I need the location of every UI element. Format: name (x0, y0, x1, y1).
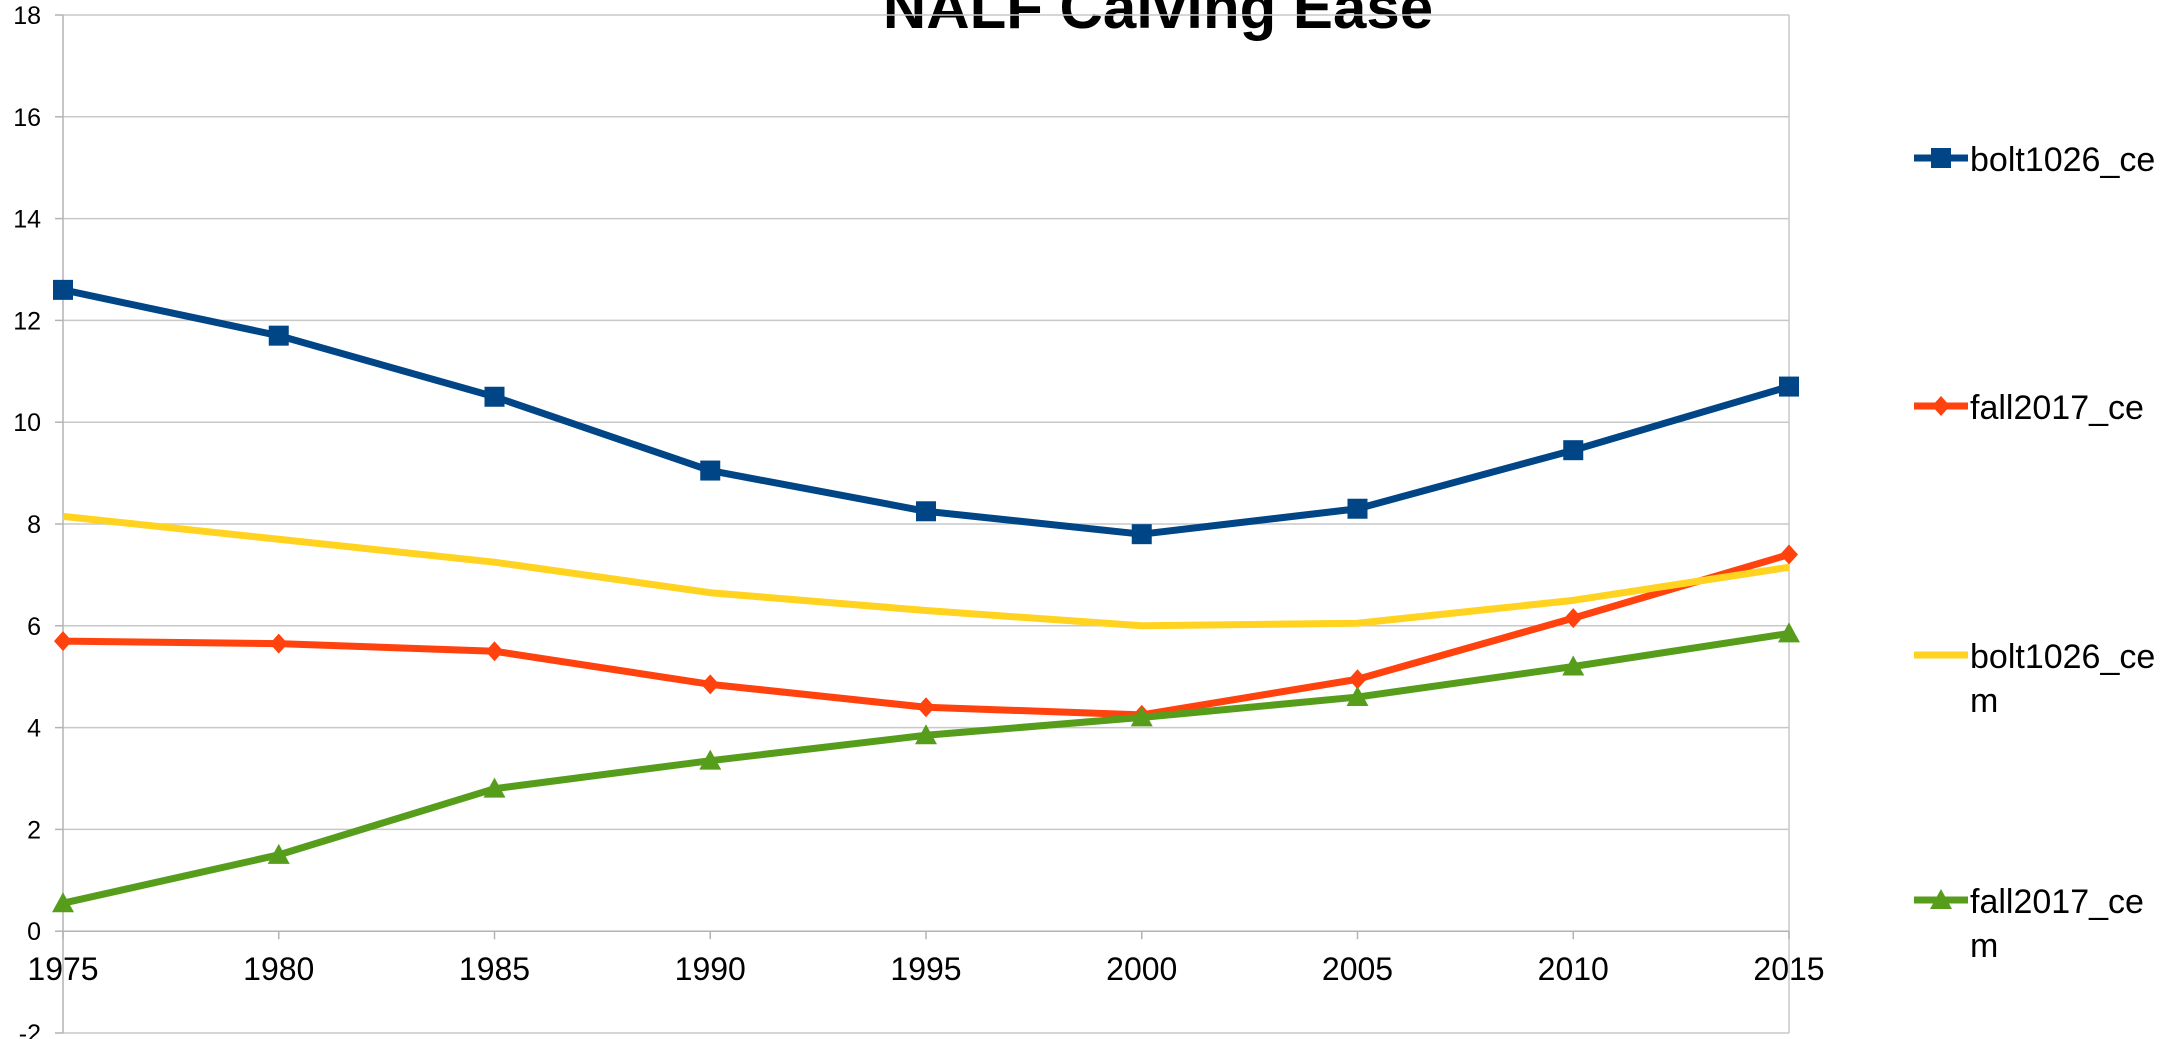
y-tick-label: 8 (27, 511, 41, 539)
x-tick-label: 1990 (675, 951, 746, 987)
x-tick-label: 2010 (1538, 951, 1609, 987)
legend-swatch (1914, 889, 1968, 909)
x-tick-label: 2000 (1106, 951, 1177, 987)
marker (53, 279, 73, 300)
x-tick-label: 2015 (1753, 951, 1824, 987)
y-tick-label: 16 (13, 104, 41, 132)
marker (700, 460, 721, 481)
y-tick-label: 4 (27, 715, 41, 743)
marker (1930, 889, 1952, 909)
legend-item: fall2017_ce (1910, 386, 2166, 430)
marker (916, 501, 936, 522)
y-tick-label: 6 (27, 613, 41, 641)
legend-label: bolt1026_ce (1970, 141, 2156, 179)
marker (484, 386, 505, 407)
y-tick-label: 18 (13, 2, 41, 30)
marker (917, 697, 935, 718)
marker (267, 843, 290, 864)
legend-label: bolt1026_cem (1970, 638, 2156, 720)
marker (485, 641, 504, 662)
marker (1130, 706, 1153, 727)
marker (1563, 440, 1584, 461)
marker (54, 631, 72, 652)
series-line (62, 551, 1790, 719)
marker (1779, 376, 1799, 397)
marker (52, 892, 74, 913)
marker (1562, 655, 1585, 676)
x-tick-label: 1980 (243, 951, 314, 987)
marker (1932, 396, 1950, 416)
marker (915, 724, 937, 745)
y-tick-label: 12 (13, 307, 41, 335)
marker (269, 633, 288, 654)
marker (1780, 544, 1798, 565)
x-tick-label: 1995 (890, 951, 961, 987)
marker (268, 325, 289, 346)
marker (1564, 608, 1583, 629)
y-tick-label: 2 (27, 816, 41, 844)
legend-item: fall2017_cem (1910, 880, 2166, 968)
series-line (62, 629, 1790, 907)
marker (483, 777, 506, 798)
marker (1346, 686, 1369, 707)
marker (1931, 148, 1951, 168)
legend-swatch (1914, 148, 1968, 168)
x-tick-label: 1985 (459, 951, 530, 987)
legend-item: bolt1026_ce (1910, 138, 2166, 182)
series-line (62, 512, 1790, 630)
marker (1347, 498, 1368, 519)
marker (699, 749, 722, 770)
marker (1778, 622, 1800, 643)
series-line (62, 286, 1790, 538)
y-tick-label: 14 (13, 206, 41, 234)
y-tick-label: -2 (19, 1020, 41, 1039)
marker (701, 674, 720, 695)
legend-swatch (1914, 651, 1968, 659)
y-tick-label: 0 (27, 918, 41, 946)
x-tick-label: 2005 (1322, 951, 1393, 987)
legend-label: fall2017_ce (1970, 389, 2144, 427)
x-tick-label: 1975 (27, 951, 98, 987)
y-tick-label: 10 (13, 409, 41, 437)
marker (1131, 524, 1152, 545)
chart-title: NALF Calving Ease (883, 0, 1433, 41)
marker (1348, 669, 1367, 690)
legend-item: bolt1026_cem (1910, 635, 2166, 723)
legend-label: fall2017_cem (1970, 883, 2144, 965)
legend-swatch (1914, 396, 1968, 416)
